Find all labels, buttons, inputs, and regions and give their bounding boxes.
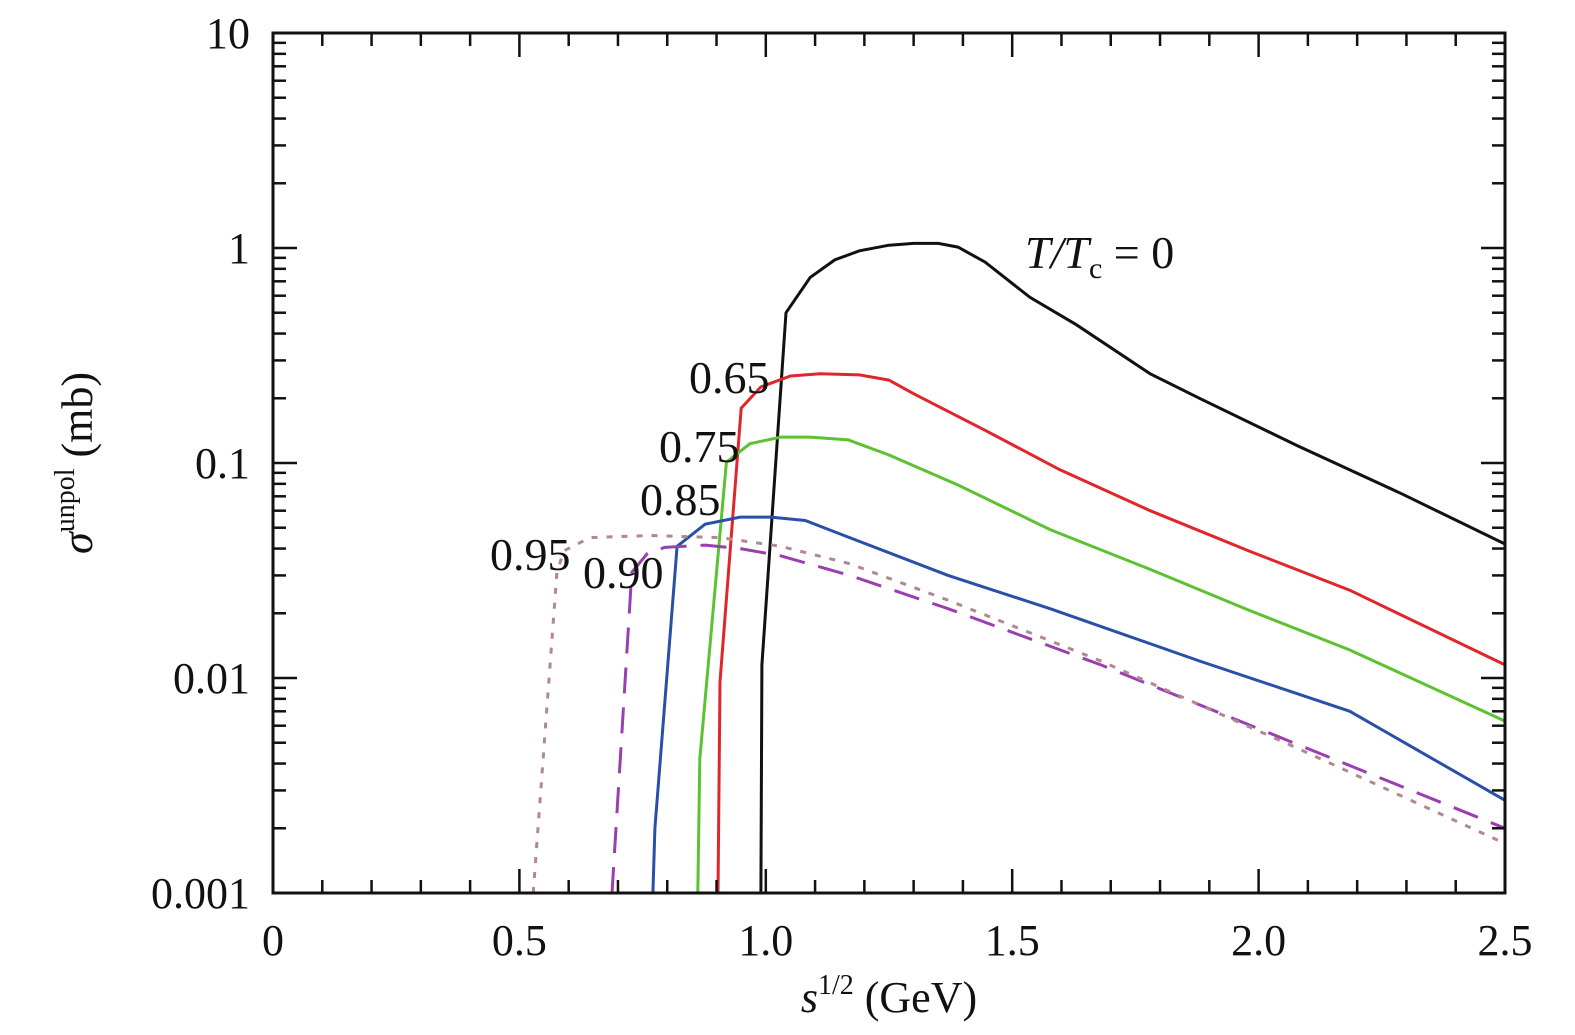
y-tick-label: 0.01	[173, 654, 250, 703]
series-label-t0: T/Tc = 0	[1025, 227, 1174, 285]
series-label-0.65: 0.65	[689, 352, 770, 403]
series-label-0.85: 0.85	[640, 474, 721, 525]
x-tick-label: 1.5	[985, 916, 1040, 965]
series-line-0.75	[696, 435, 1506, 894]
x-tick-labels: 0 0.5 1.0 1.5 2.0 2.5	[262, 916, 1533, 965]
x-tick-label: 2.5	[1478, 916, 1533, 965]
series-line-0.95	[531, 533, 1506, 894]
y-tick-label: 10	[206, 9, 250, 58]
x-tick-label: 2.0	[1231, 916, 1286, 965]
x-axis-label: s1/2 (GeV)	[801, 970, 977, 1022]
curves	[531, 241, 1506, 894]
x-tick-label: 1.0	[738, 916, 793, 965]
y-tick-labels: 0.001 0.01 0.1 1 10	[151, 9, 250, 918]
x-tick-label: 0.5	[492, 916, 547, 965]
x-tick-label: 0	[262, 916, 284, 965]
series-label-0.75: 0.75	[659, 421, 740, 472]
series-line-0	[759, 241, 1506, 894]
y-tick-label: 1	[228, 224, 250, 273]
y-tick-label: 0.1	[195, 439, 250, 488]
y-axis-label: σunpol (mb)	[50, 372, 102, 554]
series-line-0.65	[716, 372, 1506, 894]
series-line-0.90	[610, 543, 1506, 894]
series-label-0.90: 0.90	[583, 547, 664, 598]
series-line-0.85	[651, 515, 1506, 894]
ticks	[271, 33, 1507, 895]
series-label-0.95: 0.95	[490, 529, 571, 580]
y-tick-label: 0.001	[151, 869, 250, 918]
plot-frame	[271, 31, 1507, 895]
